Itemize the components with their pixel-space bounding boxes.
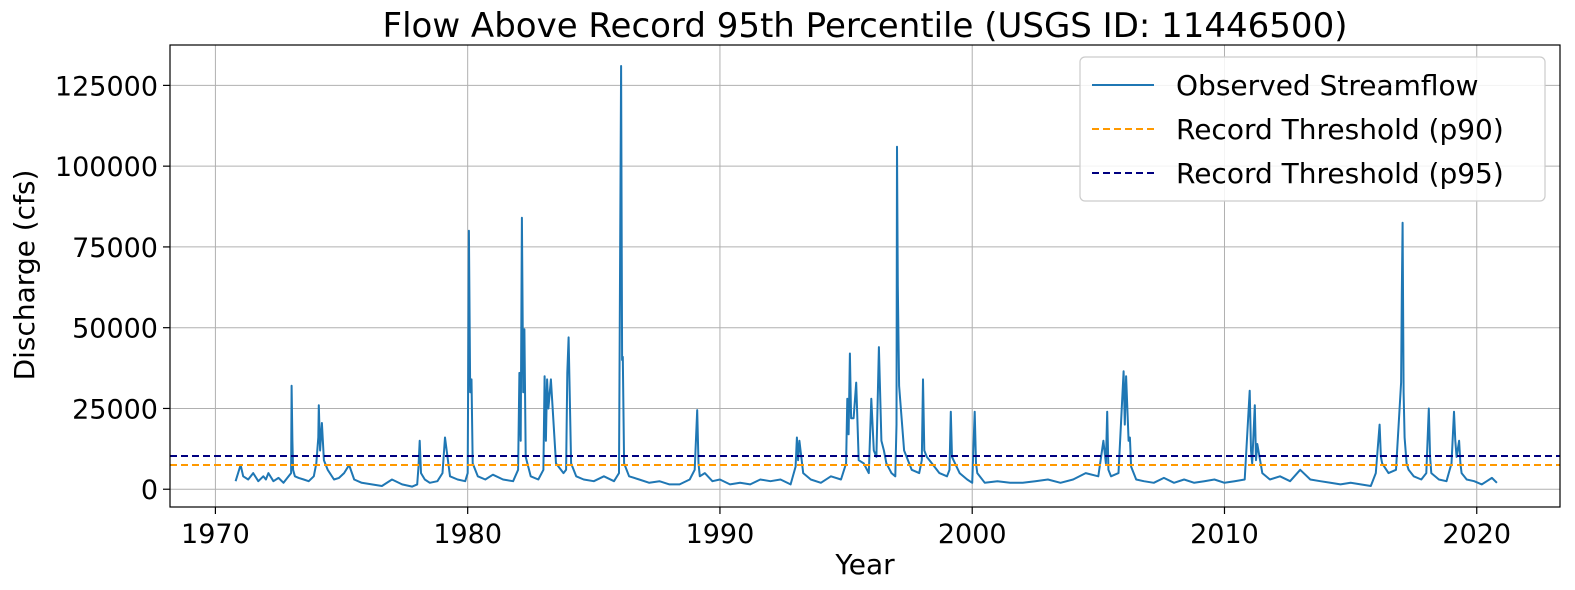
- legend-item-p95: Record Threshold (p95): [1092, 157, 1504, 190]
- x-tick-label: 1970: [181, 519, 250, 550]
- x-tick-label: 1980: [433, 519, 502, 550]
- y-tick-label: 50000: [72, 314, 158, 345]
- y-tick-label: 125000: [55, 71, 158, 102]
- axes-frame: [169, 44, 1561, 508]
- y-tick-label: 100000: [55, 152, 158, 183]
- y-tick-label: 0: [141, 475, 158, 506]
- legend-item-p90: Record Threshold (p90): [1092, 113, 1504, 146]
- x-tick-label: 2010: [1190, 519, 1259, 550]
- legend-label: Record Threshold (p90): [1176, 113, 1504, 146]
- legend-item-observed: Observed Streamflow: [1092, 69, 1479, 102]
- legend-label: Record Threshold (p95): [1176, 157, 1504, 190]
- y-tick-label: 25000: [72, 394, 158, 425]
- legend: Observed Streamflow Record Threshold (p90…: [1079, 56, 1546, 202]
- y-axis-label: Discharge (cfs): [8, 170, 41, 381]
- legend-label: Observed Streamflow: [1176, 69, 1479, 102]
- y-axis-ticks: 0 25000 50000 75000 100000 125000: [55, 71, 170, 506]
- x-tick-label: 2000: [938, 519, 1007, 550]
- chart-title: Flow Above Record 95th Percentile (USGS …: [383, 6, 1348, 46]
- x-axis-ticks: 1970 1980 1990 2000 2010 2020: [181, 507, 1511, 550]
- x-tick-label: 2020: [1442, 519, 1511, 550]
- plot-area: [170, 65, 1560, 488]
- observed-streamflow-line: [234, 65, 1498, 488]
- x-tick-label: 1990: [686, 519, 755, 550]
- y-tick-label: 75000: [72, 233, 158, 264]
- legend-box: [1079, 56, 1546, 202]
- x-axis-label: Year: [834, 548, 895, 581]
